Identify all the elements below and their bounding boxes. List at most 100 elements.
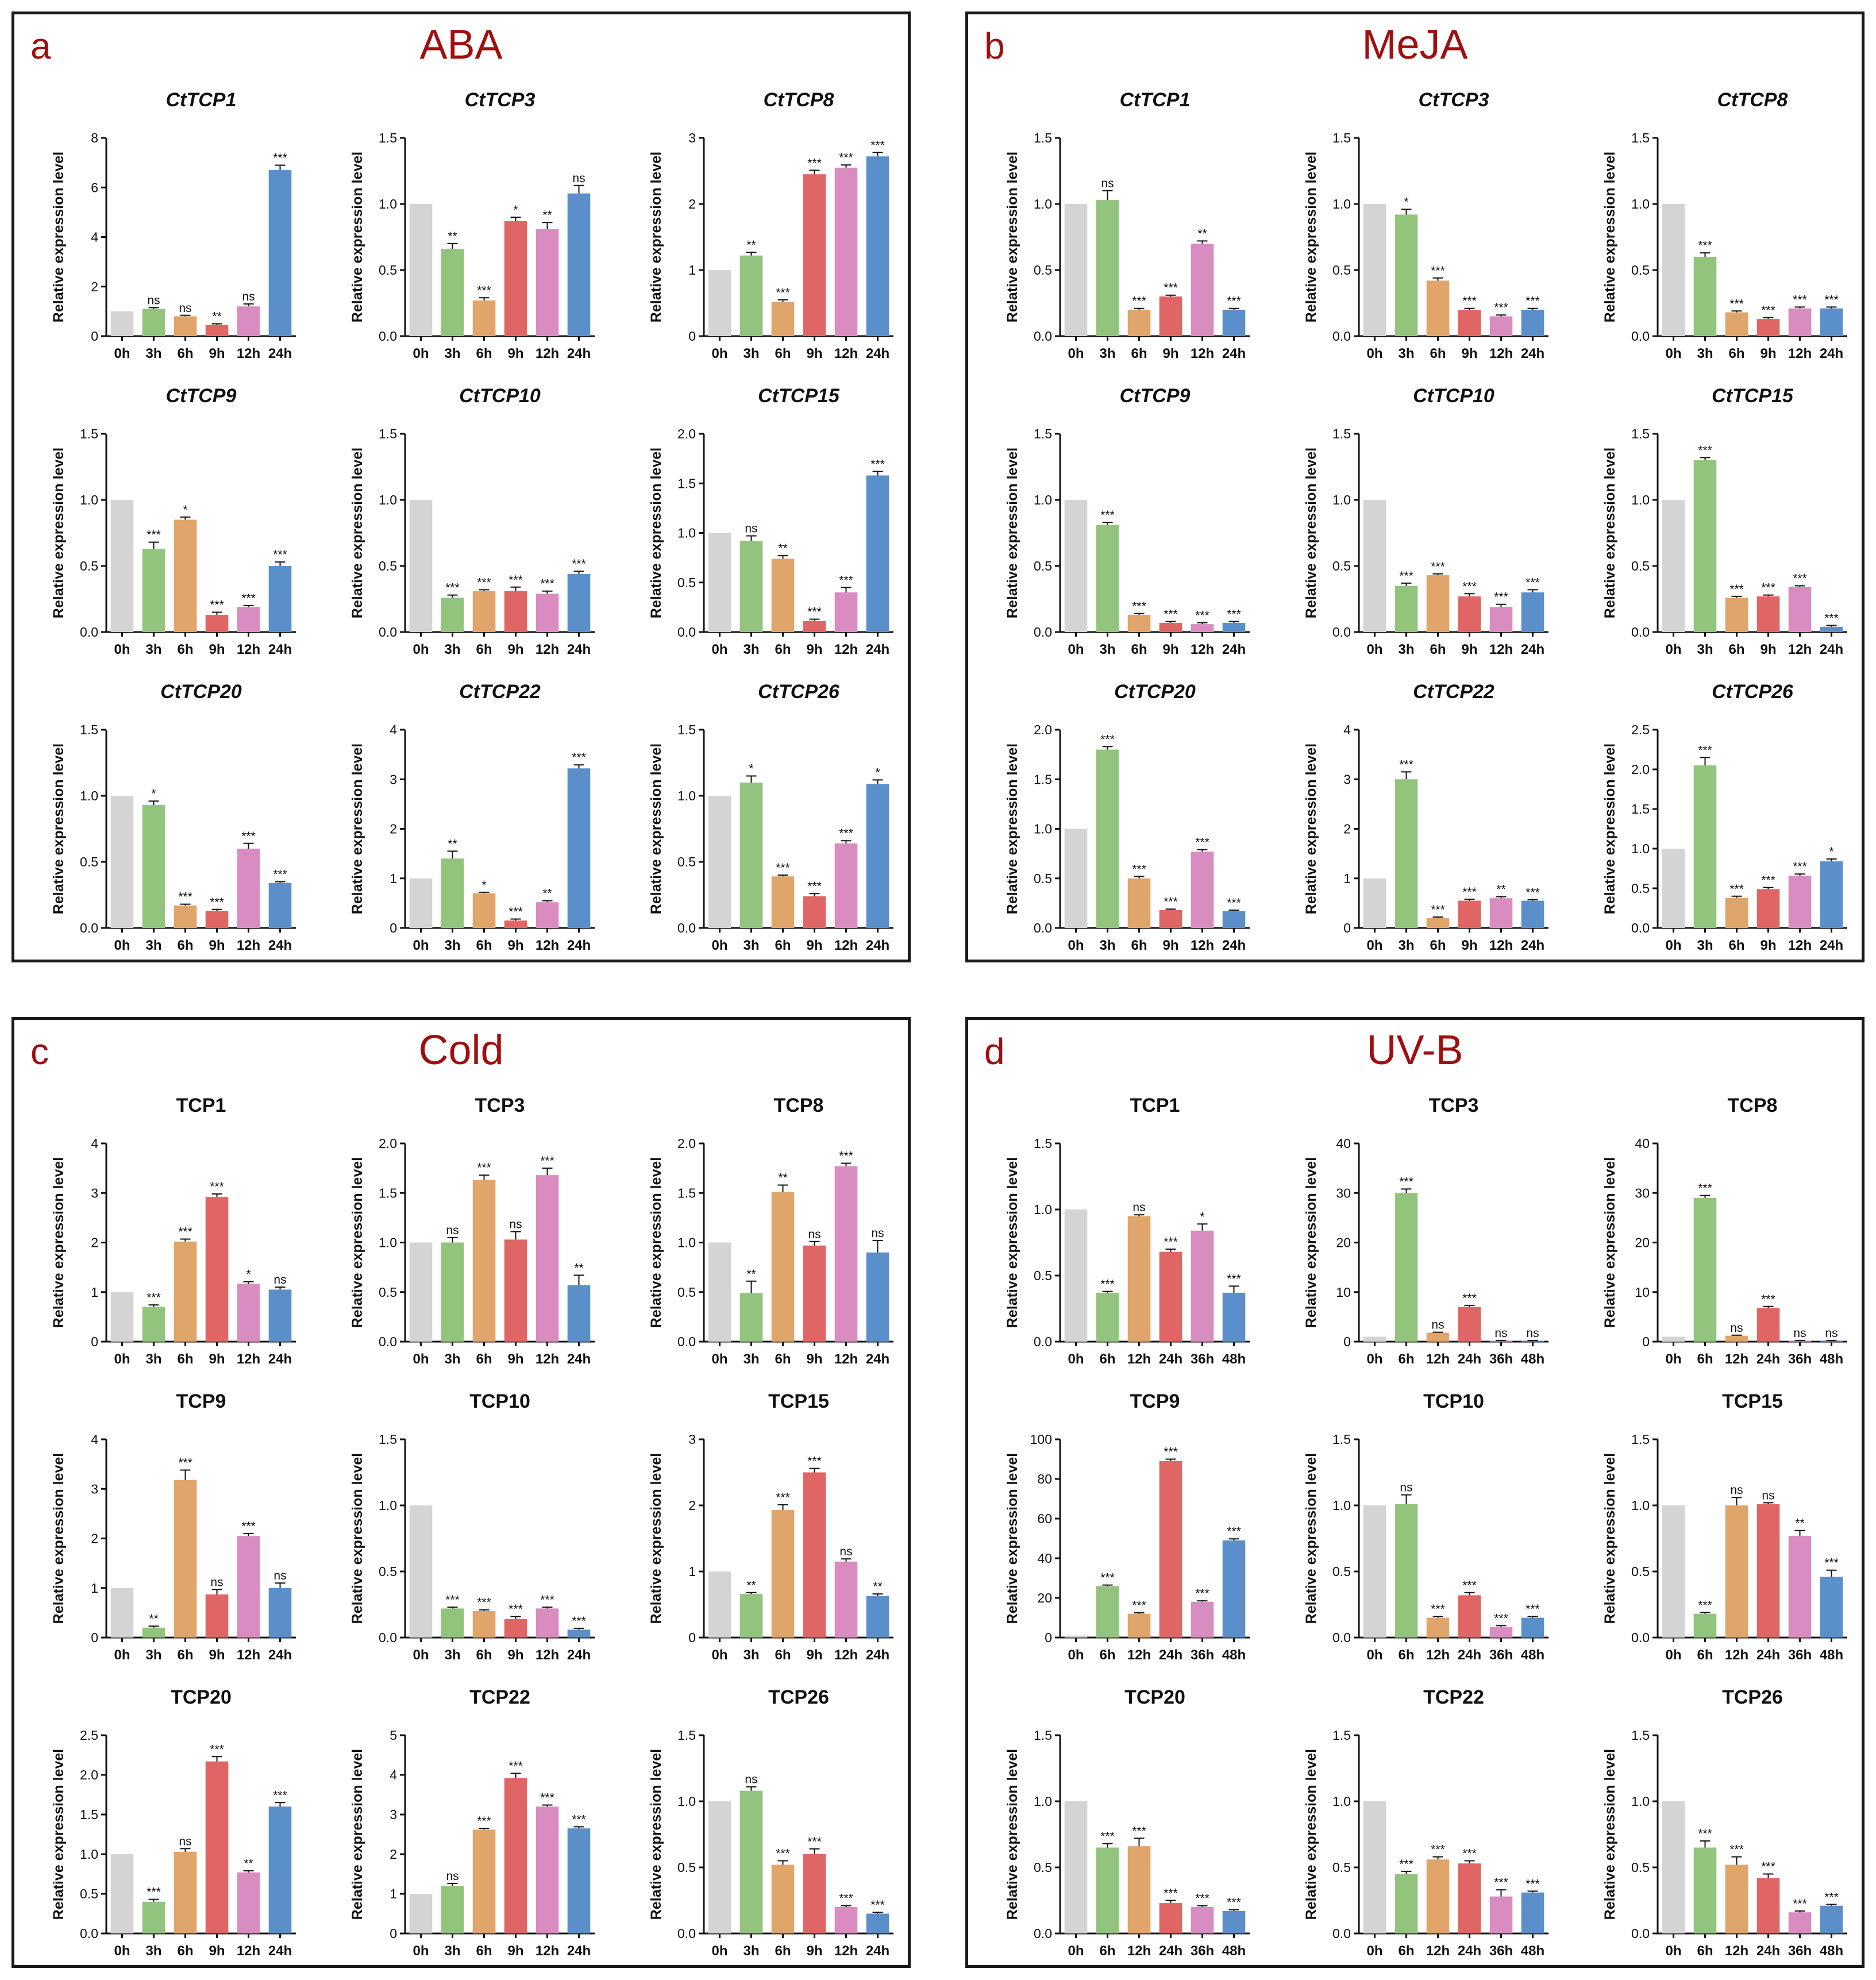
significance-label: *** bbox=[1729, 297, 1744, 310]
y-tick-label: 1.0 bbox=[677, 1235, 696, 1250]
bar-6h bbox=[1725, 598, 1748, 632]
y-tick-label: 1.0 bbox=[1631, 197, 1650, 211]
bar-3h bbox=[142, 549, 165, 632]
x-tick-label: 36h bbox=[1191, 1351, 1214, 1367]
y-axis-label: Relative expression level bbox=[648, 1749, 664, 1920]
y-axis-label: Relative expression level bbox=[648, 448, 664, 618]
y-axis-label: Relative expression level bbox=[1004, 1749, 1020, 1920]
bar-24h bbox=[268, 1806, 292, 1933]
significance-label: * bbox=[246, 1268, 251, 1281]
y-tick-label: 20 bbox=[1635, 1235, 1650, 1250]
significance-label: *** bbox=[1431, 560, 1445, 573]
chart-svg: CtTCP22 Relative expression level 0 1 2 3 4 0h *… bbox=[1303, 681, 1548, 953]
chart-title: CtTCP9 bbox=[166, 385, 237, 407]
bar-12h bbox=[237, 306, 260, 336]
bar-9h bbox=[1159, 296, 1182, 336]
bar-0h bbox=[110, 1292, 134, 1342]
significance-label: *** bbox=[1431, 1843, 1445, 1856]
bar-6h bbox=[472, 893, 496, 928]
bar-6h bbox=[1127, 878, 1151, 928]
y-tick-label: 0.5 bbox=[1034, 263, 1052, 278]
chart-d-tcp22: TCP22 Relative expression level 0.0 0.5 1.0 1… bbox=[1284, 1681, 1566, 1968]
y-tick-label: 0.0 bbox=[379, 1334, 397, 1349]
chart-svg: TCP1 Relative expression level 0 1 2 3 4 0h *** 3… bbox=[51, 1095, 296, 1367]
y-tick-label: 1.5 bbox=[379, 1432, 397, 1447]
bar-9h bbox=[803, 174, 826, 336]
bar-0h bbox=[708, 1801, 731, 1933]
y-tick-label: 1.5 bbox=[1631, 1728, 1650, 1743]
chart-d-tcp20: TCP20 Relative expression level 0.0 0.5 1.0 1… bbox=[985, 1681, 1267, 1968]
x-tick-label: 0h bbox=[114, 1647, 130, 1663]
significance-label: ** bbox=[746, 1268, 756, 1281]
x-tick-label: 12h bbox=[536, 938, 559, 953]
x-tick-label: 0h bbox=[1366, 346, 1382, 361]
x-tick-label: 9h bbox=[507, 938, 523, 953]
y-tick-label: 1.5 bbox=[1034, 1728, 1052, 1743]
significance-label: *** bbox=[807, 606, 822, 619]
chart-a-cttcp26: CtTCP26 Relative expression level 0.0 0.5 1.… bbox=[629, 675, 911, 962]
bar-9h bbox=[803, 621, 826, 632]
significance-label: ns bbox=[745, 522, 757, 536]
x-tick-label: 24h bbox=[1756, 1351, 1780, 1367]
x-tick-label: 6h bbox=[1697, 1351, 1713, 1367]
x-tick-label: 12h bbox=[1725, 1351, 1748, 1367]
y-tick-label: 1.5 bbox=[1631, 130, 1650, 145]
chart-title: CtTCP15 bbox=[1712, 385, 1794, 407]
chart-title: CtTCP1 bbox=[1120, 89, 1191, 111]
significance-label: ns bbox=[1132, 1201, 1145, 1214]
bar-12h bbox=[834, 843, 858, 928]
y-axis-label: Relative expression level bbox=[1004, 744, 1020, 914]
x-tick-label: 6h bbox=[775, 1943, 791, 1959]
significance-label: *** bbox=[509, 905, 523, 918]
bar-24h bbox=[1820, 308, 1843, 336]
chart-title: TCP10 bbox=[469, 1390, 530, 1412]
y-axis-label: Relative expression level bbox=[349, 1157, 365, 1328]
bar-6h bbox=[472, 591, 496, 632]
y-tick-label: 10 bbox=[1635, 1285, 1650, 1300]
y-tick-label: 1.5 bbox=[1631, 1432, 1650, 1447]
chart-svg: TCP8 Relative expression level 0 10 20 30 40 0h… bbox=[1602, 1095, 1847, 1367]
bar-36h bbox=[1489, 1627, 1513, 1638]
significance-label: *** bbox=[1431, 903, 1445, 916]
chart-a-cttcp20: CtTCP20 Relative expression level 0.0 0.5 1.… bbox=[32, 675, 313, 962]
x-tick-label: 24h bbox=[268, 1943, 292, 1959]
significance-label: ** bbox=[873, 1580, 882, 1593]
x-tick-label: 24h bbox=[1458, 1351, 1481, 1367]
chart-svg: TCP1 Relative expression level 0.0 0.5 1.0 1.… bbox=[1004, 1095, 1250, 1367]
bar-0h bbox=[1363, 878, 1386, 928]
y-axis-label: Relative expression level bbox=[1004, 448, 1020, 618]
bar-3h bbox=[739, 783, 763, 928]
bar-0h bbox=[708, 796, 731, 928]
significance-label: *** bbox=[1164, 1887, 1178, 1900]
panel-title: MeJA bbox=[1362, 22, 1468, 68]
y-tick-label: 1.0 bbox=[677, 1794, 696, 1809]
x-tick-label: 6h bbox=[177, 1351, 193, 1367]
chart-title: CtTCP26 bbox=[758, 681, 840, 703]
significance-label: *** bbox=[1164, 1235, 1178, 1249]
significance-label: *** bbox=[572, 557, 586, 571]
bar-0h bbox=[409, 1894, 433, 1933]
bar-6h bbox=[472, 1829, 496, 1933]
significance-label: ** bbox=[1795, 1517, 1804, 1530]
y-tick-label: 1.5 bbox=[1332, 130, 1351, 145]
x-tick-label: 9h bbox=[1461, 346, 1477, 361]
y-tick-label: 1.0 bbox=[379, 1235, 397, 1250]
bar-3h bbox=[1395, 779, 1418, 928]
significance-label: ns bbox=[509, 1218, 522, 1231]
x-tick-label: 12h bbox=[1191, 938, 1214, 953]
y-tick-label: 2 bbox=[91, 1531, 98, 1546]
significance-label: *** bbox=[839, 1892, 853, 1905]
x-tick-label: 0h bbox=[1068, 1943, 1084, 1959]
y-axis-label: Relative expression level bbox=[1303, 1749, 1319, 1920]
y-tick-label: 1.5 bbox=[677, 1728, 696, 1743]
significance-label: *** bbox=[540, 1791, 554, 1804]
bar-12h bbox=[1725, 1335, 1748, 1342]
x-tick-label: 6h bbox=[1697, 1943, 1713, 1959]
x-tick-label: 3h bbox=[1697, 938, 1713, 953]
chart-b-cttcp22: CtTCP22 Relative expression level 0 1 2 3 4 0h *… bbox=[1284, 675, 1566, 962]
x-tick-label: 3h bbox=[444, 1943, 460, 1959]
chart-a-cttcp8: CtTCP8 Relative expression level 0 1 2 3 0h ** 3… bbox=[629, 83, 911, 371]
significance-label: *** bbox=[1526, 295, 1540, 308]
bar-24h bbox=[1820, 626, 1843, 632]
x-tick-label: 12h bbox=[1489, 346, 1513, 361]
